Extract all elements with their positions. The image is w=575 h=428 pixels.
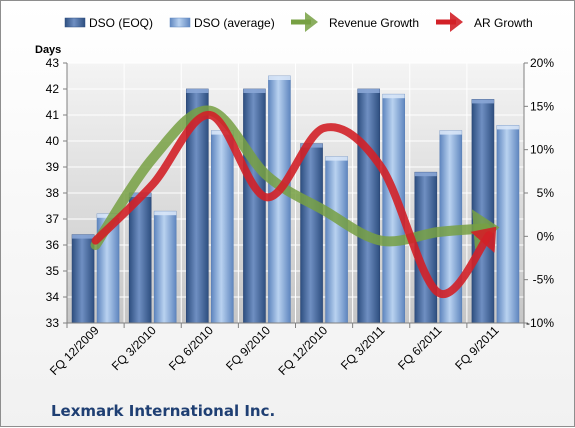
- legend-label-dso-average: DSO (average): [194, 16, 275, 30]
- y-tick-label: 35: [46, 264, 60, 278]
- bar-cap: [186, 89, 209, 93]
- bar-dso-eoq-1: [128, 192, 152, 324]
- bar-cap: [325, 156, 348, 161]
- y-tick-label: 38: [46, 186, 60, 200]
- legend: DSO (EOQ) DSO (average) Revenue Growth A…: [64, 12, 533, 32]
- bar-dso-average-7: [496, 125, 520, 324]
- bar-cap: [243, 89, 266, 93]
- company-title: Lexmark International Inc.: [51, 402, 275, 420]
- bar-dso-eoq-3: [243, 88, 266, 324]
- x-tick-label: FQ 12/2010: [275, 323, 330, 378]
- lines-layer: [90, 105, 500, 298]
- legend-swatch-dso-eoq: [64, 17, 86, 28]
- bar-cap: [414, 172, 437, 177]
- y-axis-left: 33 34 35 36 37 38 39 40 41 42 43: [46, 56, 68, 330]
- y2-tick-label: 15%: [530, 99, 554, 113]
- bar-cap: [496, 125, 519, 130]
- bar-cap: [382, 94, 405, 99]
- legend-label-dso-eoq: DSO (EOQ): [89, 16, 153, 30]
- x-tick-label: FQ 9/2011: [452, 323, 502, 373]
- y-tick-label: 43: [46, 56, 60, 70]
- y2-tick-label: 20%: [530, 56, 554, 70]
- x-tick-label: FQ 12/2009: [47, 323, 102, 378]
- legend-swatch-dso-average: [169, 17, 191, 28]
- bar-cap: [154, 211, 177, 216]
- line-revenue-growth: [90, 105, 500, 250]
- bar-dso-eoq-5: [357, 88, 380, 324]
- x-tick-label: FQ 9/2010: [223, 323, 273, 373]
- x-tick-label: FQ 6/2010: [166, 323, 216, 373]
- y2-tick-label: 5%: [537, 186, 555, 200]
- x-tick-label: FQ 3/2010: [109, 323, 159, 373]
- bar-dso-average-1: [153, 210, 177, 324]
- bar-cap: [471, 99, 494, 104]
- y-tick-label: 34: [46, 290, 60, 304]
- y-axis-right: -10% -5% 0% 5% 10% 15% 20%: [523, 56, 555, 330]
- y2-tick-label: -10%: [526, 316, 554, 330]
- x-tick-label: FQ 6/2011: [395, 323, 445, 373]
- bar-dso-eoq-4: [300, 143, 323, 324]
- y-tick-label: 42: [46, 82, 60, 96]
- line-ar-growth: [91, 111, 497, 298]
- bar-dso-eoq-0: [71, 234, 95, 324]
- y-tick-label: 37: [46, 212, 60, 226]
- bar-cap: [268, 76, 291, 80]
- bar-cap: [439, 130, 462, 135]
- y-tick-label: 36: [46, 238, 60, 252]
- y2-tick-label: 0%: [537, 229, 555, 243]
- y-tick-label: 33: [46, 316, 60, 330]
- x-tick-label: FQ 3/2011: [338, 323, 388, 373]
- y-axis-title: Days: [35, 44, 61, 56]
- y2-tick-label: 10%: [530, 143, 554, 157]
- x-axis: FQ 12/2009 FQ 3/2010 FQ 6/2010 FQ 9/2010 FQ …: [47, 322, 525, 378]
- bar-dso-average-2: [211, 130, 234, 324]
- y-tick-label: 41: [46, 108, 60, 122]
- bar-cap: [72, 234, 95, 239]
- y-tick-label: 40: [46, 134, 60, 148]
- y2-tick-label: -5%: [533, 273, 555, 287]
- legend-label-ar-growth: AR Growth: [474, 16, 533, 30]
- bar-dso-eoq-7: [471, 99, 495, 324]
- y-tick-label: 39: [46, 160, 60, 174]
- legend-label-revenue-growth: Revenue Growth: [329, 16, 419, 30]
- bar-cap: [357, 89, 380, 93]
- bar-dso-average-4: [325, 156, 348, 324]
